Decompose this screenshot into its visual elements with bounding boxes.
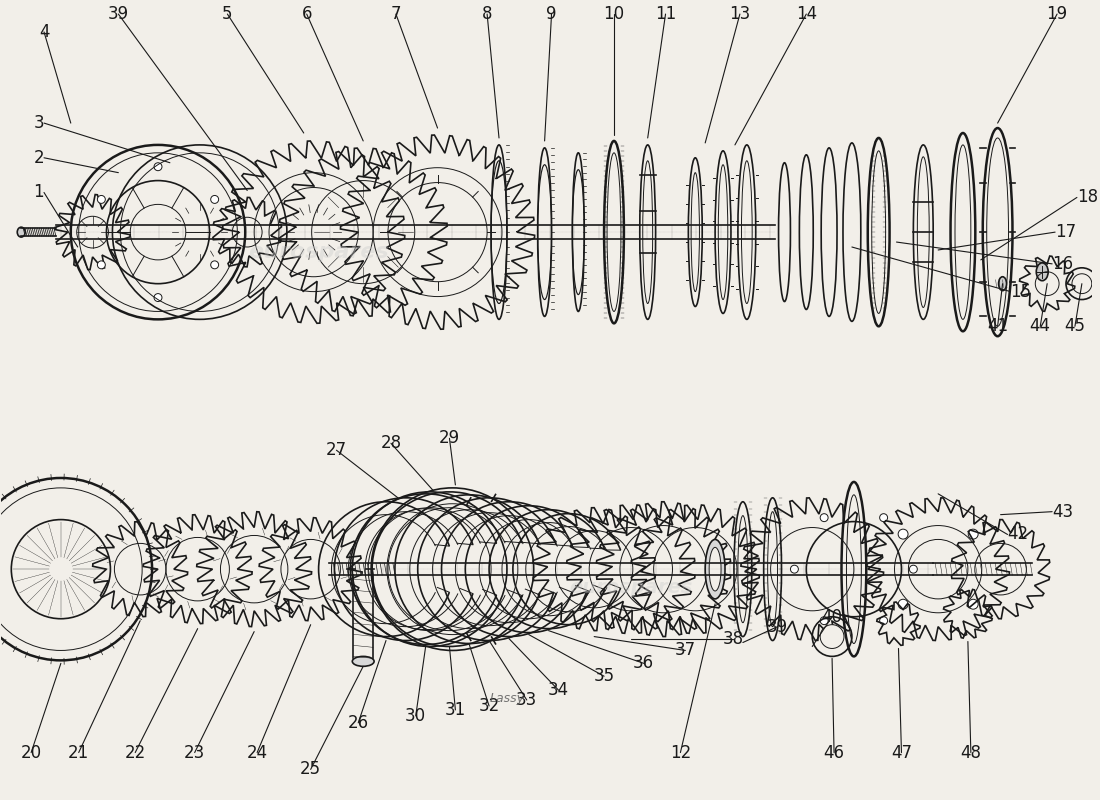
- Text: 29: 29: [439, 430, 460, 447]
- Text: 28: 28: [381, 434, 402, 452]
- Text: 12: 12: [670, 743, 691, 762]
- Text: 41: 41: [987, 318, 1009, 335]
- Text: 35: 35: [594, 667, 615, 686]
- Text: 11: 11: [654, 5, 676, 23]
- Text: 48: 48: [960, 743, 981, 762]
- Circle shape: [821, 514, 828, 522]
- Circle shape: [968, 599, 978, 609]
- Circle shape: [154, 294, 162, 302]
- Text: 32: 32: [478, 697, 499, 715]
- Text: 36: 36: [634, 654, 654, 672]
- Text: 8: 8: [482, 5, 493, 23]
- Text: 24: 24: [246, 743, 267, 762]
- Text: 9: 9: [547, 5, 557, 23]
- Text: 37: 37: [674, 642, 696, 659]
- Text: 18: 18: [1077, 189, 1098, 206]
- Text: 42: 42: [1008, 526, 1028, 543]
- Circle shape: [791, 566, 799, 573]
- Text: 5: 5: [222, 5, 232, 23]
- Circle shape: [910, 566, 917, 573]
- Text: 26: 26: [348, 714, 369, 732]
- Text: 14: 14: [795, 5, 817, 23]
- Text: 4: 4: [39, 23, 50, 41]
- Ellipse shape: [999, 277, 1007, 290]
- Text: 1: 1: [33, 183, 44, 202]
- Text: 23: 23: [184, 743, 206, 762]
- Text: 25: 25: [300, 761, 321, 778]
- Text: 31: 31: [444, 701, 466, 719]
- Text: 7: 7: [390, 5, 402, 23]
- Text: 13: 13: [729, 5, 750, 23]
- Circle shape: [898, 529, 907, 539]
- Circle shape: [211, 195, 219, 203]
- Text: 20: 20: [21, 743, 42, 762]
- Text: 34: 34: [548, 681, 569, 699]
- Text: 10: 10: [604, 5, 625, 23]
- Circle shape: [968, 529, 978, 539]
- Text: 3: 3: [33, 114, 44, 132]
- Text: 44: 44: [1030, 318, 1050, 335]
- Text: 47: 47: [891, 743, 912, 762]
- Text: eurospares: eurospares: [569, 578, 693, 597]
- Text: Lassy: Lassy: [490, 691, 525, 705]
- Text: 33: 33: [516, 691, 538, 709]
- Text: 46: 46: [824, 743, 845, 762]
- Text: 45: 45: [1065, 318, 1086, 335]
- Text: 39: 39: [767, 618, 788, 636]
- Circle shape: [880, 514, 888, 522]
- Circle shape: [821, 617, 828, 625]
- Circle shape: [98, 195, 106, 203]
- Circle shape: [211, 261, 219, 269]
- Ellipse shape: [710, 547, 722, 591]
- Text: 27: 27: [326, 442, 346, 459]
- Circle shape: [880, 617, 888, 625]
- Text: 39: 39: [108, 5, 129, 23]
- Text: 16: 16: [1052, 255, 1074, 273]
- Text: 15: 15: [1011, 282, 1032, 301]
- Circle shape: [98, 261, 106, 269]
- Text: 38: 38: [723, 630, 744, 647]
- Text: 43: 43: [1052, 502, 1074, 521]
- Circle shape: [821, 625, 844, 649]
- Circle shape: [898, 599, 907, 609]
- Text: 22: 22: [124, 743, 146, 762]
- Ellipse shape: [18, 227, 25, 237]
- Text: 40: 40: [822, 608, 843, 626]
- Text: 30: 30: [405, 707, 427, 725]
- Circle shape: [154, 162, 162, 170]
- Ellipse shape: [705, 539, 725, 599]
- Text: 2: 2: [33, 149, 44, 166]
- Text: 21: 21: [68, 743, 89, 762]
- Text: 17: 17: [1055, 223, 1076, 241]
- Ellipse shape: [1036, 263, 1048, 281]
- Ellipse shape: [352, 656, 374, 666]
- Text: 6: 6: [301, 5, 312, 23]
- Text: 19: 19: [1046, 5, 1068, 23]
- Text: eurospares: eurospares: [249, 242, 389, 262]
